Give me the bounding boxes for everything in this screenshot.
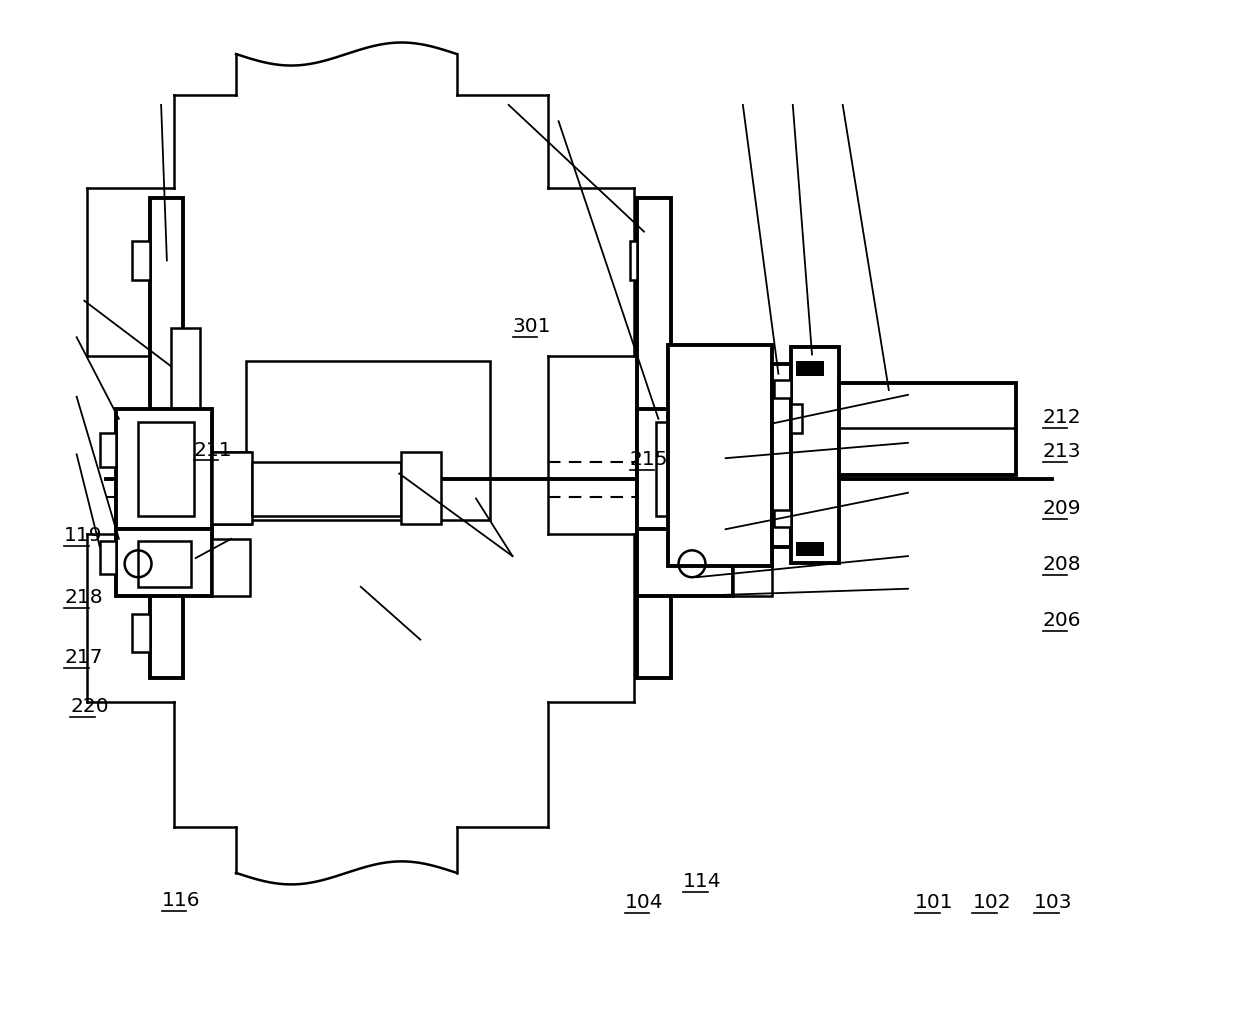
Text: 104: 104 [625,893,663,913]
Bar [246,361,490,520]
Text: 116: 116 [161,891,200,911]
Bar [138,541,191,587]
Bar [796,542,825,556]
Bar [99,541,117,575]
Bar [150,198,184,678]
Bar [212,452,250,525]
Text: 208: 208 [1043,555,1081,574]
Text: 215: 215 [630,450,668,470]
Text: 114: 114 [683,872,722,890]
Text: 218: 218 [64,587,103,606]
Bar [117,529,212,596]
Bar [791,347,839,563]
Bar [133,614,150,652]
Bar [171,328,200,438]
Bar [99,433,117,467]
Text: 211: 211 [193,440,232,459]
Bar [630,241,637,280]
Text: 220: 220 [69,697,109,717]
Text: 102: 102 [972,893,1011,913]
Bar [839,383,1017,475]
Text: 212: 212 [1043,408,1081,427]
Bar [637,409,733,529]
Bar [668,345,771,566]
Bar [637,198,671,678]
Bar [774,381,791,398]
Text: 217: 217 [64,648,103,668]
Bar [252,463,401,516]
Bar [774,510,791,527]
Bar [212,539,250,596]
Text: 206: 206 [1043,612,1081,630]
Text: 209: 209 [1043,499,1081,519]
Text: 301: 301 [513,318,552,336]
Bar [637,529,733,596]
Text: 213: 213 [1043,442,1081,461]
Bar [117,409,212,529]
Bar [733,539,771,596]
Bar [796,361,825,376]
Bar [212,452,252,525]
Text: 119: 119 [64,526,103,545]
Bar [733,452,771,525]
Text: 101: 101 [915,893,954,913]
Bar [791,404,802,433]
Bar [138,422,193,516]
Bar [133,241,150,280]
Bar [771,364,791,546]
Bar [656,422,712,516]
Bar [401,452,441,525]
Text: 103: 103 [1034,893,1073,913]
